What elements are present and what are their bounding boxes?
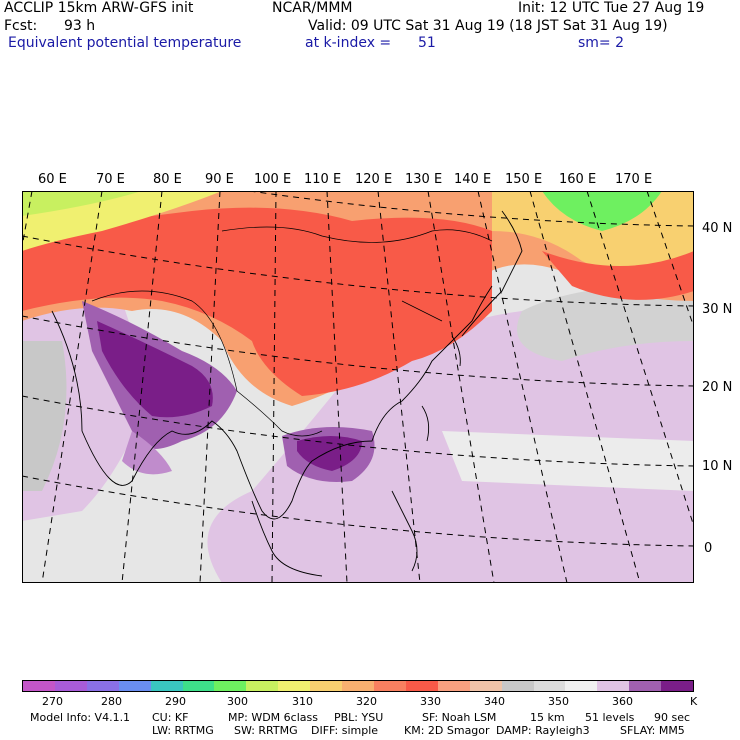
smoothing-label: sm= 2 bbox=[578, 35, 625, 51]
coastlines bbox=[51, 210, 523, 577]
lon-label: 150 E bbox=[505, 172, 543, 187]
colorbar-swatch bbox=[342, 681, 374, 691]
level-value: 51 bbox=[418, 35, 436, 51]
colorbar-swatch bbox=[533, 681, 566, 691]
field-green-north bbox=[22, 191, 142, 216]
colorbar-swatch bbox=[501, 681, 534, 691]
field-red-band bbox=[22, 207, 492, 396]
colorbar-tick: 280 bbox=[101, 695, 122, 708]
colorbar-swatch bbox=[469, 681, 502, 691]
colorbar-swatch bbox=[597, 681, 630, 691]
footer-resolution: 15 km bbox=[530, 711, 565, 724]
footer-sw: SW: RRTMG bbox=[234, 724, 298, 737]
lon-label: 160 E bbox=[559, 172, 597, 187]
colorbar-swatch bbox=[118, 681, 151, 691]
lon-label: 140 E bbox=[454, 172, 492, 187]
field-name: Equivalent potential temperature bbox=[8, 35, 242, 51]
lat-label: 0 bbox=[704, 541, 713, 556]
lon-label: 130 E bbox=[405, 172, 443, 187]
field-purple-india-south bbox=[122, 431, 172, 475]
model-title: ACCLIP 15km ARW-GFS init bbox=[4, 0, 194, 16]
colorbar-tick: 270 bbox=[42, 695, 63, 708]
footer-lw: LW: RRTMG bbox=[152, 724, 214, 737]
lon-label: 70 E bbox=[96, 172, 125, 187]
colorbar-swatch bbox=[86, 681, 119, 691]
colorbar-swatch bbox=[661, 681, 694, 691]
footer-sf: SF: Noah LSM bbox=[422, 711, 497, 724]
colorbar-swatch bbox=[246, 681, 279, 691]
lon-label: 90 E bbox=[205, 172, 234, 187]
lat-label: 40 N bbox=[702, 221, 733, 236]
field-ne-green bbox=[542, 191, 662, 231]
footer-damp: DAMP: Rayleigh3 bbox=[496, 724, 590, 737]
colorbar-swatch bbox=[54, 681, 87, 691]
lon-label: 110 E bbox=[304, 172, 342, 187]
colorbar-swatch bbox=[310, 681, 343, 691]
colorbar-tick: 310 bbox=[292, 695, 313, 708]
forecast-label: Fcst: bbox=[4, 18, 38, 34]
field-grey-ocean bbox=[517, 285, 694, 361]
colorbar-tick: 330 bbox=[420, 695, 441, 708]
level-label: at k-index = bbox=[305, 35, 392, 51]
political-borders bbox=[91, 226, 493, 437]
init-time: Init: 12 UTC Tue 27 Aug 19 bbox=[518, 0, 705, 16]
lon-label: 80 E bbox=[153, 172, 182, 187]
field-light-band bbox=[442, 431, 694, 491]
colorbar-swatch bbox=[278, 681, 311, 691]
colorbar bbox=[22, 680, 694, 692]
footer-levels: 51 levels bbox=[585, 711, 635, 724]
footer-pbl: PBL: YSU bbox=[334, 711, 384, 724]
valid-time: Valid: 09 UTC Sat 31 Aug 19 (18 JST Sat … bbox=[308, 18, 668, 34]
footer-km: KM: 2D Smagor bbox=[404, 724, 490, 737]
colorbar-swatch bbox=[23, 681, 55, 691]
colorbar-swatch bbox=[373, 681, 406, 691]
colorbar-swatch bbox=[437, 681, 470, 691]
colorbar-tick: 290 bbox=[165, 695, 186, 708]
colorbar-tick: 300 bbox=[227, 695, 248, 708]
colorbar-swatch bbox=[565, 681, 598, 691]
lat-label: 20 N bbox=[702, 380, 733, 395]
equivalent-potential-temperature-map bbox=[22, 191, 694, 583]
lon-label: 100 E bbox=[254, 172, 292, 187]
forecast-hours: 93 h bbox=[64, 18, 96, 34]
colorbar-tick: 340 bbox=[484, 695, 505, 708]
lon-label: 60 E bbox=[38, 172, 67, 187]
colorbar-tick: 350 bbox=[548, 695, 569, 708]
lon-label: 120 E bbox=[355, 172, 393, 187]
footer-sflay: SFLAY: MM5 bbox=[620, 724, 685, 737]
footer-mp: MP: WDM 6class bbox=[228, 711, 318, 724]
footer-timestep: 90 sec bbox=[654, 711, 691, 724]
colorbar-swatch bbox=[182, 681, 215, 691]
field-dark-purple-india bbox=[97, 321, 213, 418]
footer-model-info: Model Info: V4.1.1 bbox=[30, 711, 131, 724]
lon-label: 170 E bbox=[615, 172, 653, 187]
footer-cu: CU: KF bbox=[152, 711, 189, 724]
lat-label: 30 N bbox=[702, 302, 733, 317]
footer-diff: DIFF: simple bbox=[311, 724, 379, 737]
colorbar-swatch bbox=[214, 681, 247, 691]
map-frame bbox=[22, 191, 694, 583]
graticule bbox=[22, 191, 694, 583]
colorbar-tick: 320 bbox=[356, 695, 377, 708]
field-ne-red bbox=[542, 251, 694, 300]
org-label: NCAR/MMM bbox=[272, 0, 353, 16]
colorbar-swatch bbox=[150, 681, 183, 691]
colorbar-swatch bbox=[629, 681, 662, 691]
colorbar-swatch bbox=[405, 681, 438, 691]
field-grey-west bbox=[22, 341, 67, 491]
colorbar-unit: K bbox=[690, 695, 698, 708]
field-ne-warm bbox=[492, 191, 694, 274]
colorbar-tick: 360 bbox=[612, 695, 633, 708]
lat-label: 10 N bbox=[702, 459, 733, 474]
